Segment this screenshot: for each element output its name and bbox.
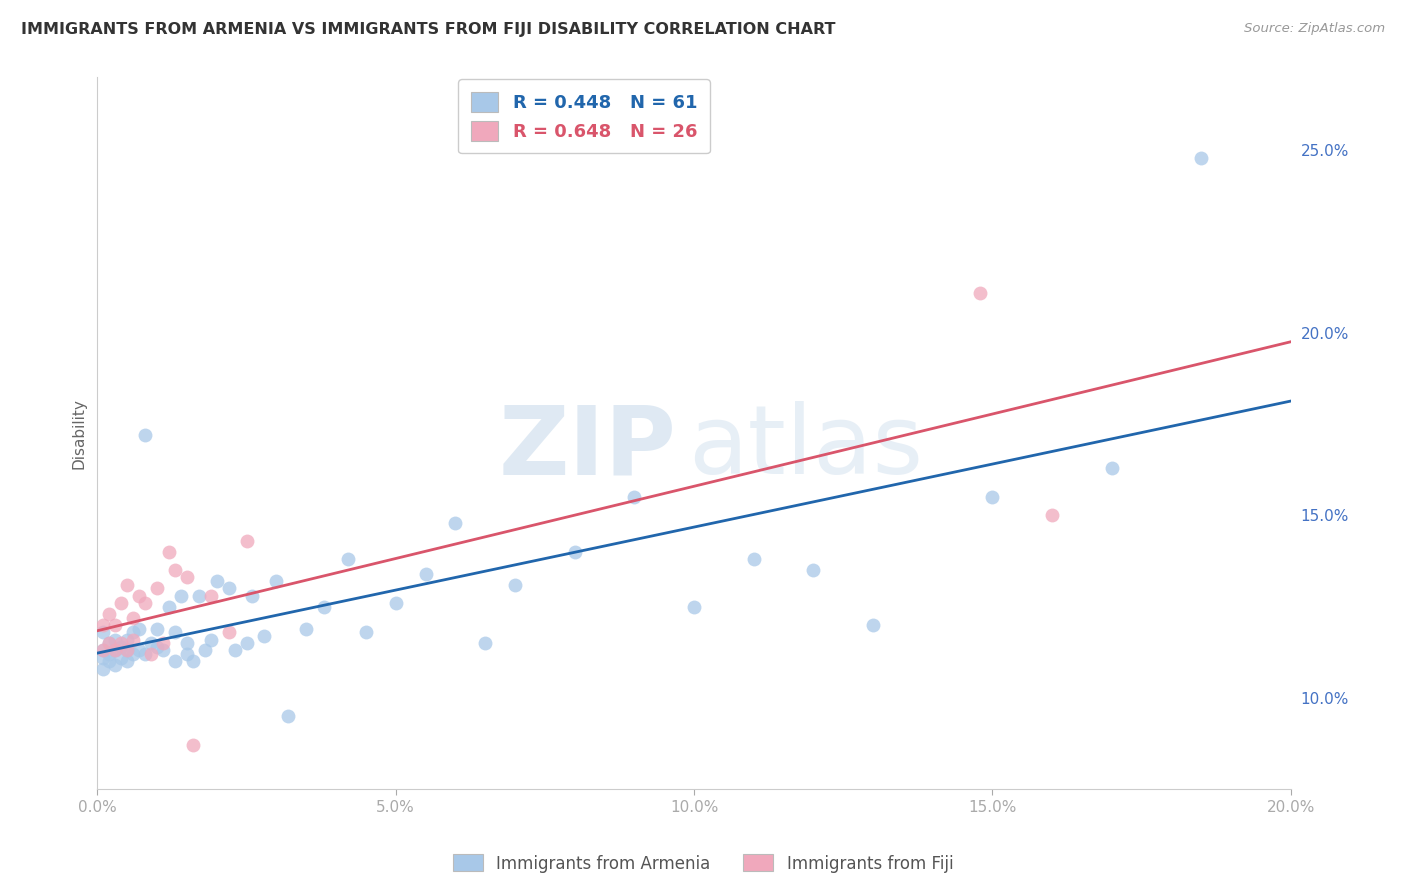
Point [242, 589, 264, 603]
Point [163, 563, 186, 577]
Point [91, 618, 114, 632]
Point [134, 596, 156, 610]
Point [122, 625, 145, 640]
Point [200, 589, 222, 603]
Point [181, 654, 204, 668]
Point [205, 574, 228, 588]
Point [235, 636, 257, 650]
Y-axis label: Disability: Disability [72, 398, 86, 468]
Point [128, 622, 150, 636]
Point [98, 636, 121, 650]
Text: IMMIGRANTS FROM ARMENIA VS IMMIGRANTS FROM FIJI DISABILITY CORRELATION CHART: IMMIGRANTS FROM ARMENIA VS IMMIGRANTS FR… [21, 22, 835, 37]
Point [176, 647, 198, 661]
Text: ZIP: ZIP [498, 401, 676, 494]
Point [134, 647, 156, 661]
Point [146, 640, 169, 654]
Point [98, 636, 121, 650]
Point [128, 643, 150, 657]
Point [742, 552, 765, 566]
Point [295, 622, 318, 636]
Point [969, 285, 991, 300]
Point [336, 552, 359, 566]
Point [139, 636, 162, 650]
Point [200, 632, 222, 647]
Point [122, 647, 145, 661]
Point [110, 596, 132, 610]
Point [104, 632, 127, 647]
Point [176, 636, 198, 650]
Point [862, 618, 884, 632]
Legend: R = 0.448   N = 61, R = 0.648   N = 26: R = 0.448 N = 61, R = 0.648 N = 26 [458, 79, 710, 153]
Point [98, 607, 121, 621]
Text: Source: ZipAtlas.com: Source: ZipAtlas.com [1244, 22, 1385, 36]
Point [314, 599, 336, 614]
Point [564, 545, 586, 559]
Point [98, 654, 121, 668]
Point [104, 643, 127, 657]
Point [146, 622, 169, 636]
Point [163, 625, 186, 640]
Point [122, 610, 145, 624]
Point [176, 570, 198, 584]
Point [181, 739, 204, 753]
Point [218, 625, 240, 640]
Point [110, 650, 132, 665]
Point [157, 545, 180, 559]
Point [253, 629, 276, 643]
Point [104, 658, 127, 673]
Point [503, 578, 526, 592]
Point [128, 589, 150, 603]
Point [104, 643, 127, 657]
Point [91, 643, 114, 657]
Text: atlas: atlas [688, 401, 924, 494]
Point [224, 643, 246, 657]
Point [91, 643, 114, 657]
Point [104, 618, 127, 632]
Point [110, 640, 132, 654]
Point [1101, 461, 1123, 475]
Point [1189, 151, 1212, 165]
Legend: Immigrants from Armenia, Immigrants from Fiji: Immigrants from Armenia, Immigrants from… [446, 847, 960, 880]
Point [115, 578, 138, 592]
Point [1040, 508, 1063, 523]
Point [146, 582, 169, 596]
Point [266, 574, 288, 588]
Point [163, 654, 186, 668]
Point [157, 599, 180, 614]
Point [170, 589, 193, 603]
Point [91, 650, 114, 665]
Point [384, 596, 406, 610]
Point [152, 636, 174, 650]
Point [194, 643, 217, 657]
Point [444, 516, 467, 530]
Point [115, 643, 138, 657]
Point [98, 647, 121, 661]
Point [354, 625, 377, 640]
Point [474, 636, 496, 650]
Point [277, 709, 299, 723]
Point [134, 428, 156, 442]
Point [415, 566, 437, 581]
Point [981, 490, 1004, 504]
Point [235, 533, 257, 548]
Point [122, 632, 145, 647]
Point [139, 647, 162, 661]
Point [623, 490, 645, 504]
Point [152, 643, 174, 657]
Point [187, 589, 209, 603]
Point [115, 654, 138, 668]
Point [683, 599, 706, 614]
Point [115, 643, 138, 657]
Point [115, 632, 138, 647]
Point [91, 662, 114, 676]
Point [803, 563, 825, 577]
Point [91, 625, 114, 640]
Point [110, 636, 132, 650]
Point [218, 582, 240, 596]
